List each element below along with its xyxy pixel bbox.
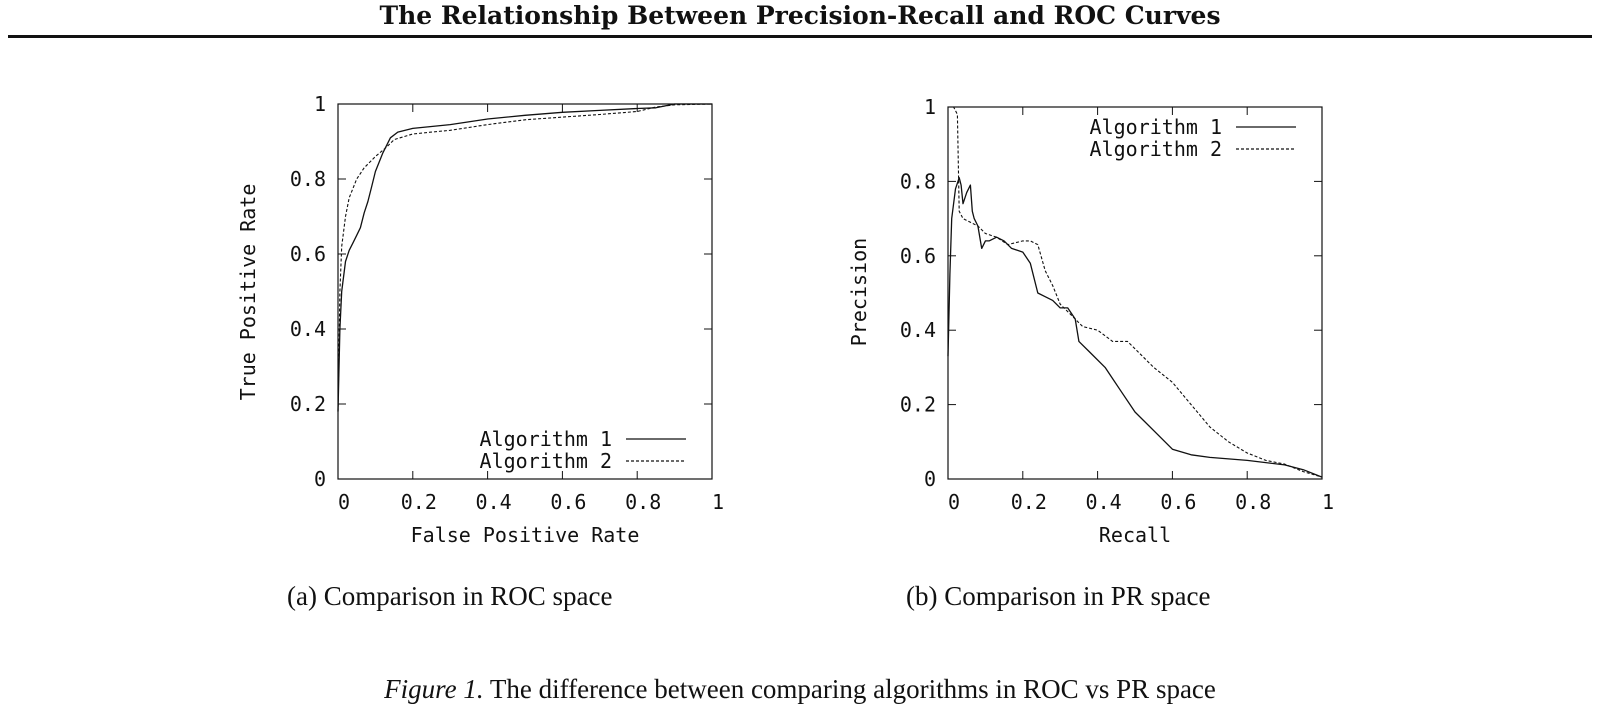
- roc-legend-label-2: Algorithm 2: [480, 449, 612, 473]
- pr-x-tick-label: 0.4: [1086, 490, 1122, 514]
- header-rule: [8, 35, 1592, 38]
- roc-y-tick-label: 0: [314, 467, 326, 491]
- pr-series-2-line: [948, 106, 1323, 478]
- pr-legend-label-1: Algorithm 1: [1090, 115, 1222, 139]
- pr-y-tick-label: 0: [924, 467, 936, 491]
- pr-y-tick-label: 0.2: [900, 393, 936, 417]
- subcaption-a: (a) Comparison in ROC space: [287, 581, 613, 611]
- pr-x-tick-label: 0: [948, 490, 960, 514]
- pr-x-axis-label: Recall: [1099, 523, 1171, 547]
- roc-plot-frame: [337, 103, 713, 480]
- pr-x-tick-label: 0.8: [1235, 490, 1271, 514]
- roc-y-tick-label: 0.4: [290, 317, 326, 341]
- pr-y-tick-label: 1: [924, 95, 936, 119]
- roc-x-tick-label: 0.6: [550, 490, 586, 514]
- roc-x-tick-label: 0.4: [476, 490, 512, 514]
- roc-y-axis-label: True Positive Rate: [236, 184, 260, 401]
- figure-caption: Figure 1. The difference between compari…: [0, 674, 1600, 705]
- roc-x-tick-label: 0.2: [401, 490, 437, 514]
- pr-y-tick-label: 0.4: [900, 318, 936, 342]
- roc-x-tick-label: 1: [712, 490, 724, 514]
- subcaption-b: (b) Comparison in PR space: [906, 581, 1211, 611]
- roc-x-axis-label: False Positive Rate: [411, 523, 640, 547]
- pr-legend-label-2: Algorithm 2: [1090, 137, 1222, 161]
- page-header-title: The Relationship Between Precision-Recal…: [379, 1, 1221, 30]
- roc-series-2-line: [337, 103, 713, 412]
- roc-chart: 0 0.2 0.4 0.6 0.8 1 0 0.2 0.4 0.6 0.8 1 False Positi…: [236, 92, 724, 547]
- pr-plot-frame: [947, 106, 1323, 480]
- roc-x-tick-label: 0: [338, 490, 350, 514]
- pr-y-tick-label: 0.6: [900, 244, 936, 268]
- roc-y-tick-label: 1: [314, 92, 326, 116]
- pr-y-tick-label: 0.8: [900, 169, 936, 193]
- pr-x-tick-label: 0.2: [1011, 490, 1047, 514]
- pr-x-tick-label: 1: [1322, 490, 1334, 514]
- figure-number: Figure 1.: [384, 674, 484, 704]
- roc-y-tick-label: 0.2: [290, 392, 326, 416]
- pr-chart: 0 0.2 0.4 0.6 0.8 1 0 0.2 0.4 0.6 0.8 1 Recall Precis…: [847, 95, 1334, 547]
- roc-series-1-line: [337, 103, 712, 412]
- roc-x-tick-label: 0.8: [625, 490, 661, 514]
- pr-y-axis-label: Precision: [847, 238, 871, 346]
- roc-y-tick-label: 0.8: [290, 167, 326, 191]
- roc-y-tick-label: 0.6: [290, 242, 326, 266]
- pr-series-1-line: [947, 177, 1323, 478]
- figure-caption-text: The difference between comparing algorit…: [489, 674, 1216, 704]
- pr-x-tick-label: 0.6: [1160, 490, 1196, 514]
- roc-legend-label-1: Algorithm 1: [480, 427, 612, 451]
